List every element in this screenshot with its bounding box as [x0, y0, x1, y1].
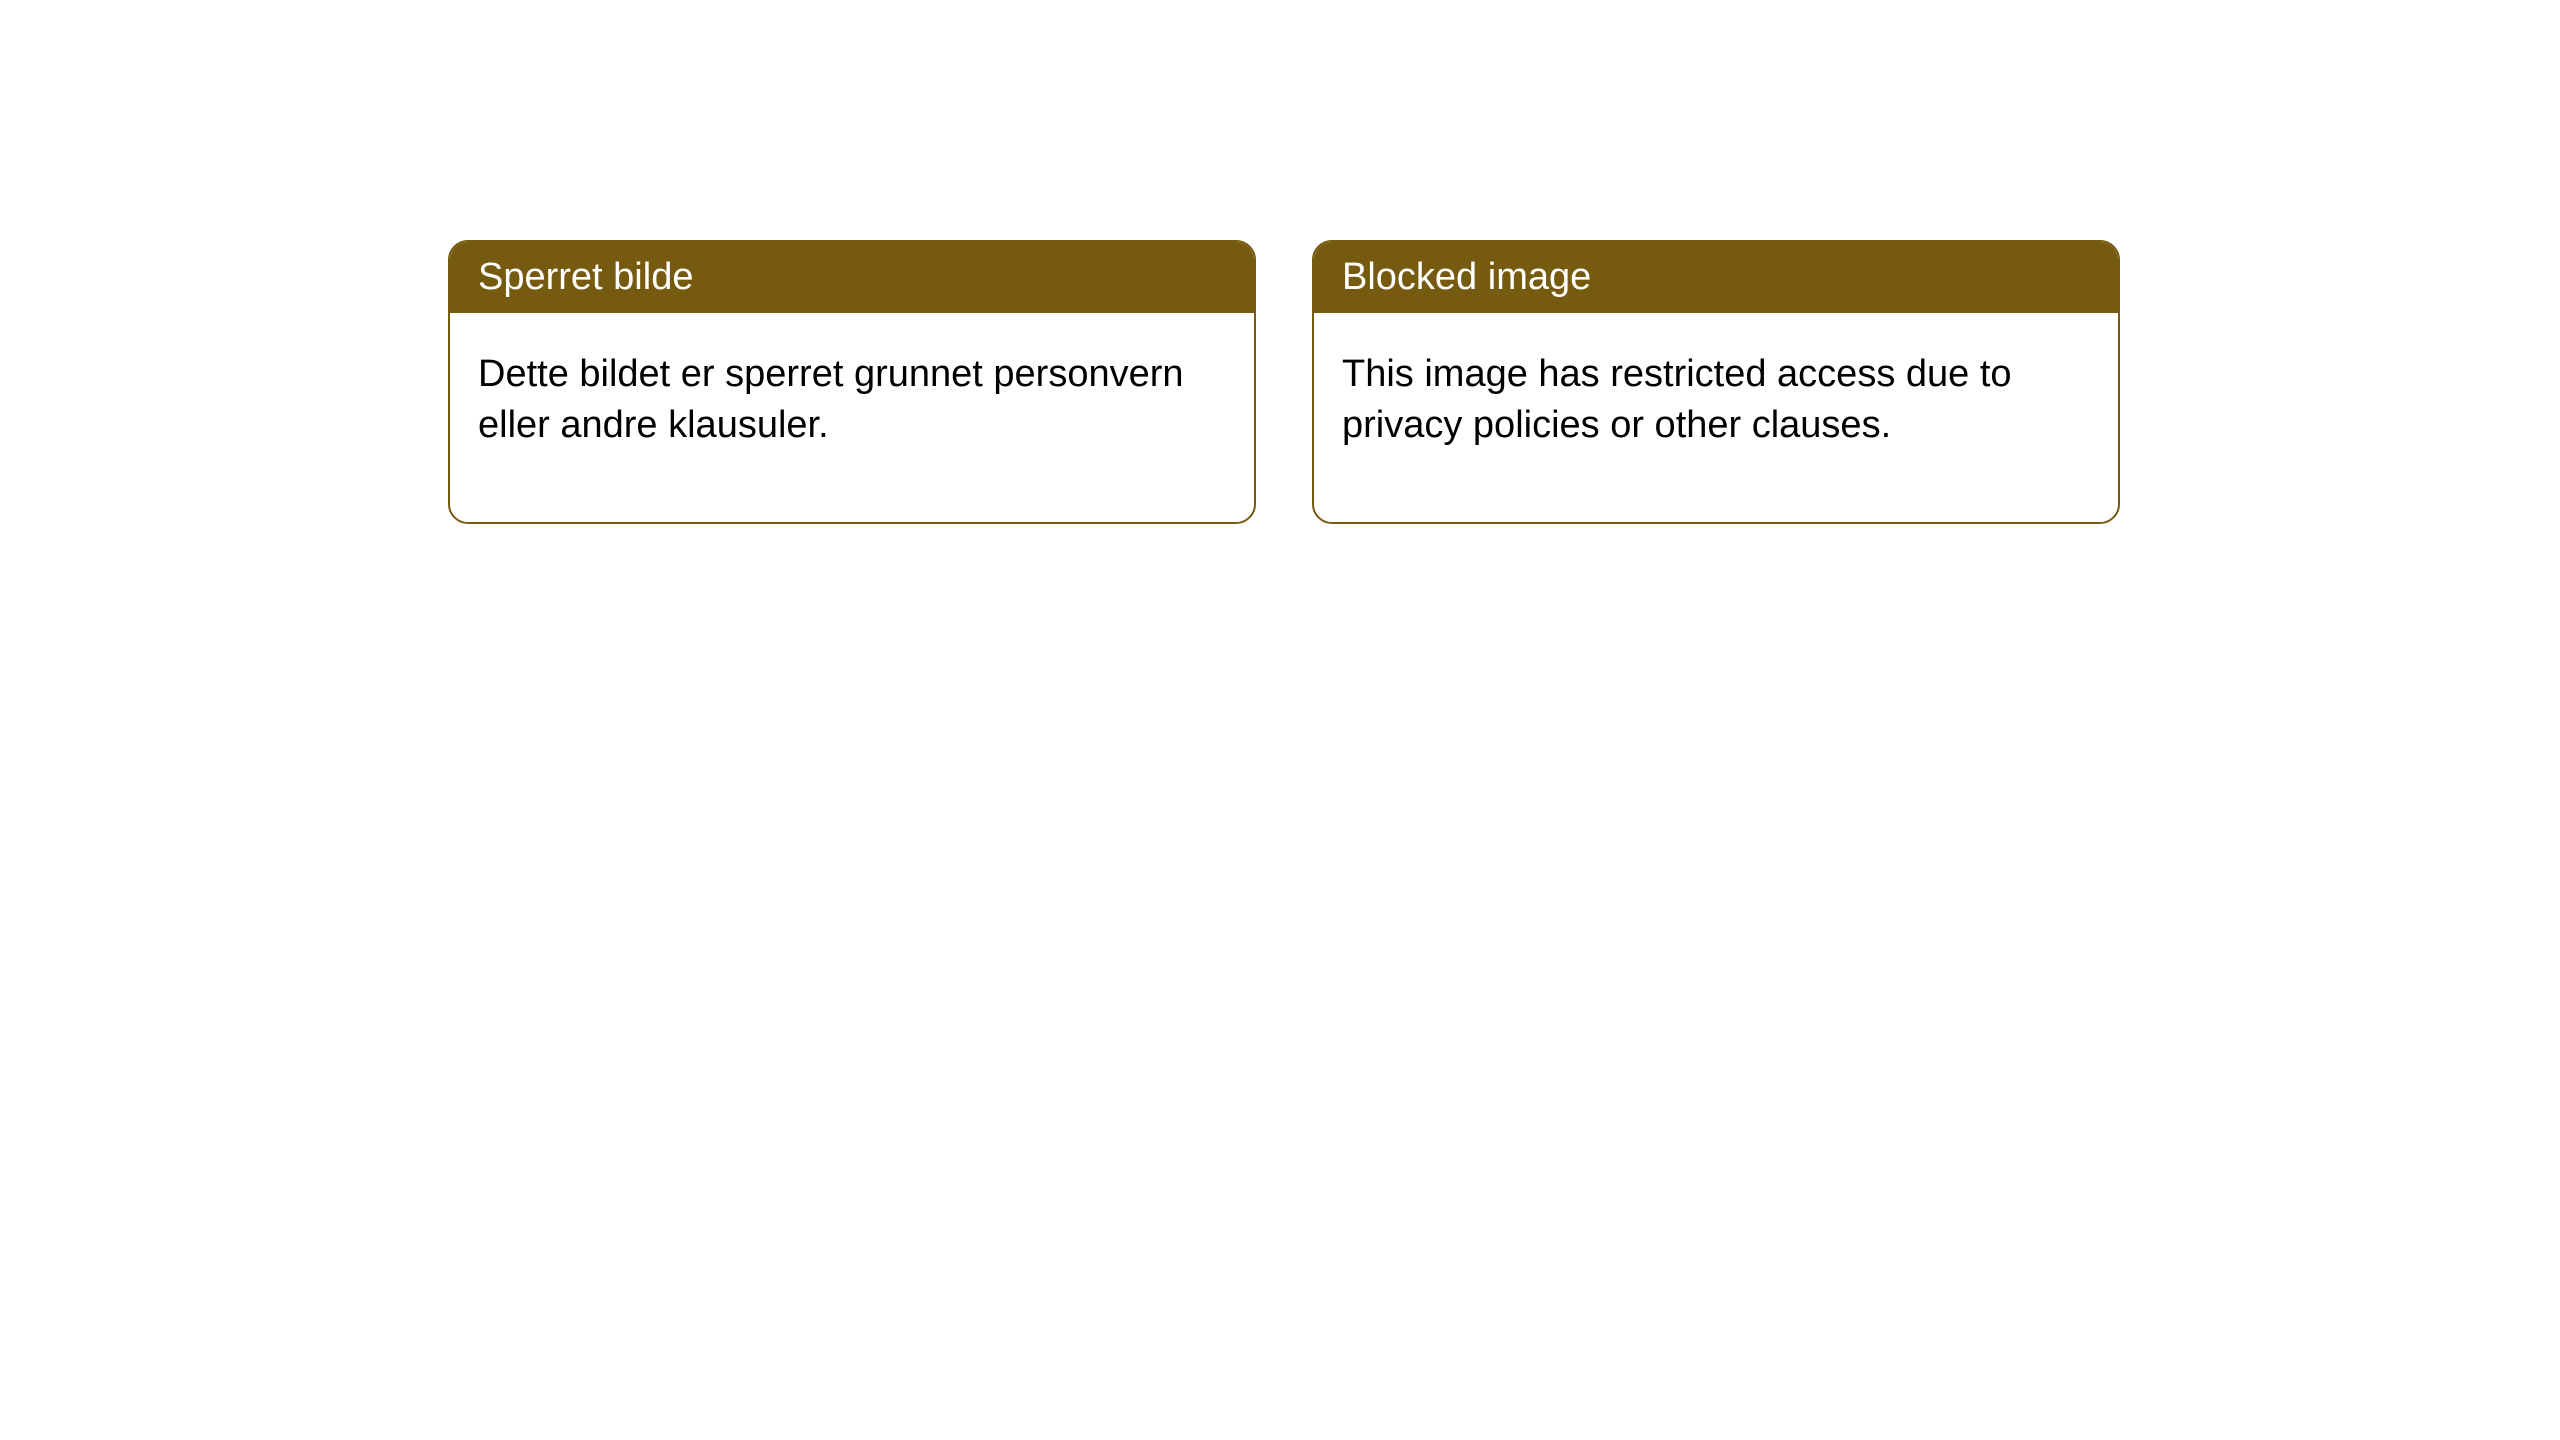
- notice-title-english: Blocked image: [1314, 242, 2118, 313]
- notice-card-english: Blocked image This image has restricted …: [1312, 240, 2120, 524]
- notice-body-norwegian: Dette bildet er sperret grunnet personve…: [450, 313, 1254, 522]
- notice-container: Sperret bilde Dette bildet er sperret gr…: [0, 0, 2560, 524]
- notice-title-norwegian: Sperret bilde: [450, 242, 1254, 313]
- notice-card-norwegian: Sperret bilde Dette bildet er sperret gr…: [448, 240, 1256, 524]
- notice-body-english: This image has restricted access due to …: [1314, 313, 2118, 522]
